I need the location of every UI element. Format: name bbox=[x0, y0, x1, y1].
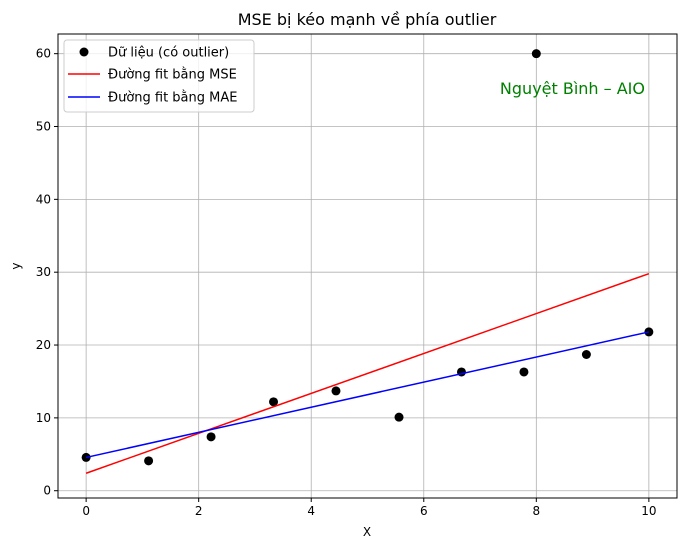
x-tick-label: 10 bbox=[641, 504, 656, 518]
legend-marker-points bbox=[79, 47, 89, 57]
x-tick-label: 4 bbox=[307, 504, 315, 518]
ticks: 0 2 4 6 8 10 0 10 20 30 40 50 60 bbox=[36, 47, 657, 518]
y-axis-label: y bbox=[9, 262, 23, 269]
mae-fit-line bbox=[85, 331, 650, 459]
data-point bbox=[531, 49, 541, 59]
data-point bbox=[269, 397, 279, 407]
legend-label-mae: Đường fit bằng MAE bbox=[108, 91, 237, 106]
data-point bbox=[519, 367, 529, 377]
y-tick-label: 50 bbox=[36, 120, 51, 134]
axes-frame bbox=[57, 33, 678, 499]
x-tick-label: 6 bbox=[420, 504, 428, 518]
series bbox=[81, 49, 654, 474]
legend-label-mse: Đường fit bằng MSE bbox=[108, 68, 237, 83]
y-tick-label: 30 bbox=[36, 265, 51, 279]
grid bbox=[58, 34, 677, 498]
y-tick-label: 0 bbox=[43, 484, 51, 498]
watermark-annotation: Nguyệt Bình – AIO bbox=[500, 79, 645, 98]
data-point bbox=[394, 412, 404, 422]
data-point bbox=[581, 350, 591, 360]
x-axis-label: X bbox=[363, 525, 371, 539]
legend: Dữ liệu (có outlier) Đường fit bằng MSE … bbox=[63, 39, 255, 113]
data-point bbox=[144, 456, 154, 466]
x-tick-label: 2 bbox=[195, 504, 203, 518]
data-point bbox=[331, 386, 341, 396]
legend-box bbox=[63, 39, 255, 113]
chart-title: MSE bị kéo mạnh về phía outlier bbox=[238, 10, 497, 29]
x-tick-label: 0 bbox=[82, 504, 90, 518]
y-tick-label: 60 bbox=[36, 47, 51, 61]
legend-label-points: Dữ liệu (có outlier) bbox=[108, 46, 229, 61]
y-tick-label: 40 bbox=[36, 192, 51, 206]
y-tick-label: 10 bbox=[36, 411, 51, 425]
mse-fit-line bbox=[85, 272, 650, 474]
data-point bbox=[206, 432, 216, 442]
y-tick-label: 20 bbox=[36, 338, 51, 352]
x-tick-label: 8 bbox=[532, 504, 540, 518]
